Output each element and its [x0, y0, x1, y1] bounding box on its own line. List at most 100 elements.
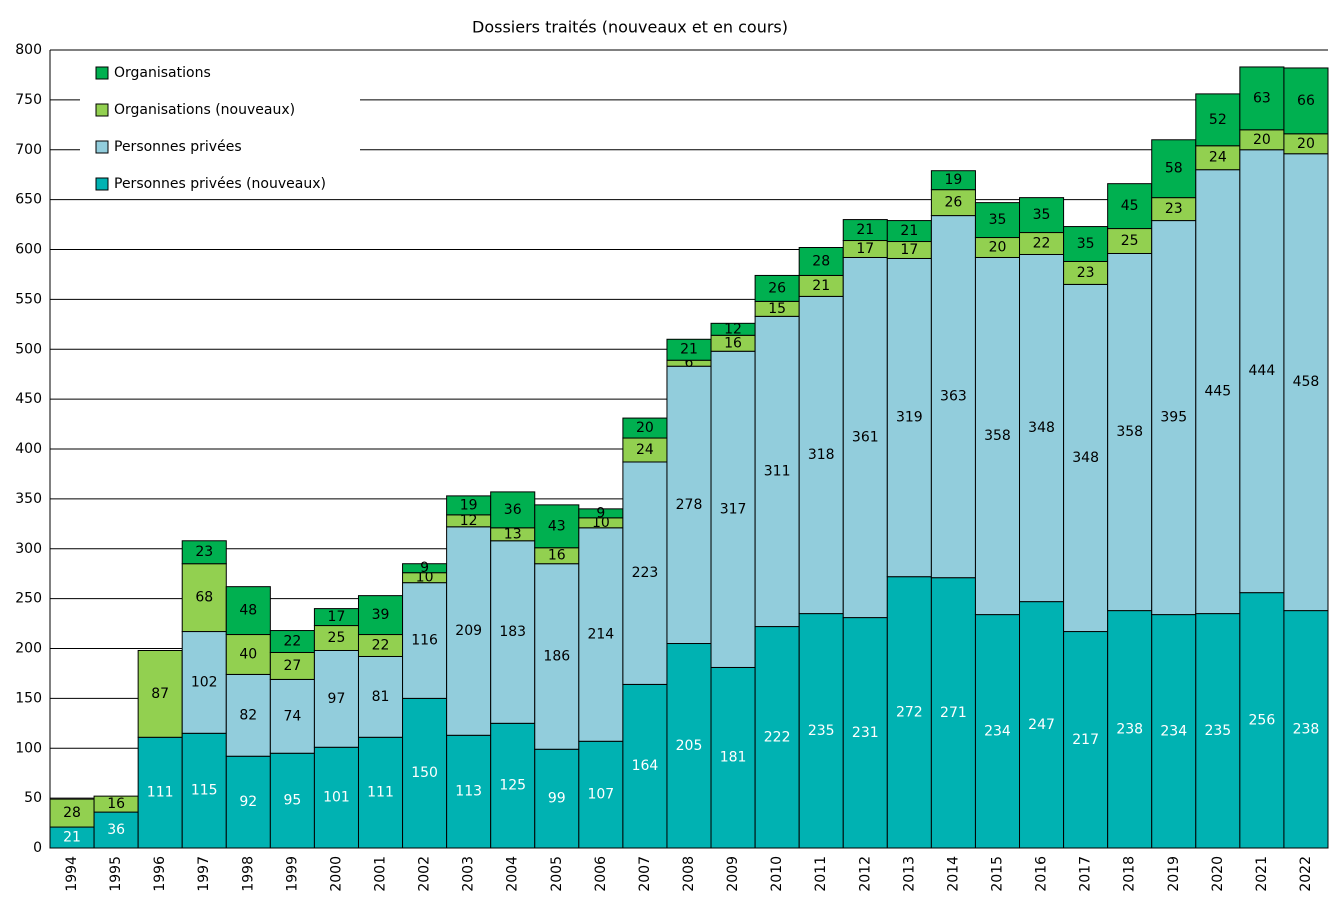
data-label: 81	[372, 689, 390, 705]
bar-segment	[181, 540, 227, 565]
data-label: 52	[1209, 112, 1227, 128]
bar-segment	[1195, 169, 1241, 615]
bar-segment	[225, 586, 271, 636]
data-label: 444	[1249, 363, 1276, 379]
bar-segment	[269, 678, 315, 754]
bar-segment	[666, 365, 712, 645]
bar-segment	[798, 613, 844, 849]
data-label: 22	[283, 634, 301, 650]
x-tick-label: 2005	[549, 856, 565, 892]
data-label: 82	[239, 707, 257, 723]
bar-segment	[269, 752, 315, 849]
data-label: 28	[812, 253, 830, 269]
bar-segment	[313, 649, 359, 748]
y-tick-label: 200	[15, 641, 42, 657]
y-tick-label: 700	[15, 142, 42, 158]
x-tick-label: 2013	[901, 856, 917, 892]
data-label: 58	[1165, 161, 1183, 177]
data-label: 205	[676, 738, 703, 754]
y-tick-label: 650	[15, 192, 42, 208]
data-label: 395	[1160, 410, 1187, 426]
data-label: 358	[984, 428, 1011, 444]
bar-segment	[446, 734, 492, 849]
data-label: 23	[1077, 265, 1095, 281]
chart-title: Dossiers traités (nouveaux et en cours)	[472, 18, 788, 37]
data-label: 358	[1116, 424, 1143, 440]
bar-segment	[578, 527, 624, 742]
data-label: 125	[499, 778, 526, 794]
data-label: 319	[896, 410, 923, 426]
data-label: 101	[323, 790, 350, 806]
bar-segment	[225, 755, 271, 849]
data-label: 97	[328, 691, 346, 707]
bar-segment	[842, 617, 888, 849]
data-label: 17	[900, 242, 918, 258]
y-tick-label: 500	[15, 341, 42, 357]
data-label: 39	[372, 607, 390, 623]
y-tick-label: 400	[15, 441, 42, 457]
x-tick-label: 1994	[64, 856, 80, 892]
data-label: 234	[1160, 723, 1187, 739]
data-label: 27	[283, 658, 301, 674]
data-label: 231	[852, 725, 879, 741]
x-tick-label: 2000	[328, 856, 344, 892]
bar-segment	[490, 722, 536, 849]
y-tick-label: 800	[15, 42, 42, 58]
x-tick-label: 1999	[284, 856, 300, 892]
data-label: 209	[455, 623, 482, 639]
legend-swatch	[95, 177, 109, 191]
data-label: 22	[372, 638, 390, 654]
bar-segment	[1283, 610, 1329, 849]
data-label: 16	[107, 796, 125, 812]
data-label: 10	[592, 515, 610, 531]
bar-segment	[930, 170, 976, 191]
x-tick-label: 2017	[1078, 856, 1094, 892]
data-label: 311	[764, 463, 791, 479]
data-label: 24	[1209, 150, 1227, 166]
data-label: 20	[989, 240, 1007, 256]
y-tick-label: 750	[15, 92, 42, 108]
legend-label: Personnes privées (nouveaux)	[114, 176, 326, 192]
bar-segment	[842, 256, 888, 619]
data-label: 348	[1028, 420, 1055, 436]
data-label: 35	[989, 212, 1007, 228]
x-tick-label: 1998	[240, 856, 256, 892]
data-label: 113	[455, 784, 482, 800]
data-label: 10	[416, 570, 434, 586]
data-label: 15	[768, 301, 786, 317]
bar-segment	[1151, 614, 1197, 849]
legend-box	[80, 58, 360, 198]
data-label: 21	[680, 342, 698, 358]
bar-segment	[137, 649, 183, 738]
bar-segment	[1239, 66, 1285, 131]
data-label: 115	[191, 783, 218, 799]
x-tick-label: 2004	[505, 856, 521, 892]
data-label: 20	[1253, 132, 1271, 148]
bar-segment	[1019, 253, 1065, 603]
data-label: 217	[1072, 732, 1099, 748]
bar-segment	[1019, 197, 1065, 234]
data-label: 23	[1165, 201, 1183, 217]
bar-segment	[710, 666, 756, 849]
bar-segment	[313, 746, 359, 849]
data-label: 361	[852, 430, 879, 446]
data-label: 238	[1293, 721, 1320, 737]
data-label: 223	[632, 565, 659, 581]
bar-segment	[357, 595, 404, 636]
bar-segment	[357, 655, 404, 738]
data-label: 28	[63, 805, 81, 821]
data-label: 150	[411, 765, 438, 781]
data-label: 12	[724, 321, 742, 337]
data-label: 222	[764, 729, 791, 745]
data-label: 63	[1253, 90, 1271, 106]
data-label: 238	[1116, 721, 1143, 737]
data-label: 458	[1293, 374, 1320, 390]
x-tick-label: 2008	[681, 856, 697, 892]
bar-segment	[1063, 631, 1109, 849]
bar-segment	[622, 683, 668, 849]
data-label: 278	[676, 497, 703, 513]
x-tick-label: 2007	[637, 856, 653, 892]
x-tick-label: 2019	[1166, 856, 1182, 892]
bar-segment	[1239, 149, 1285, 594]
